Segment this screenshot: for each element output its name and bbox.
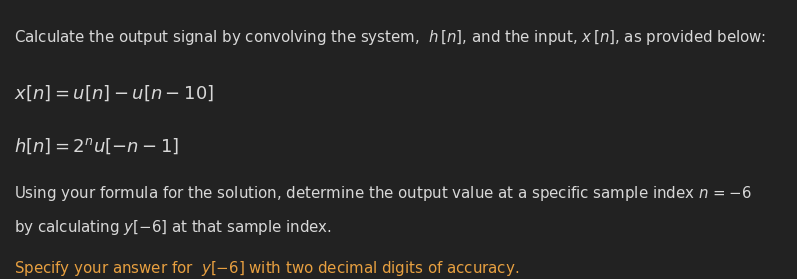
Text: Specify your answer for  $y[-6]$ with two decimal digits of accuracy.: Specify your answer for $y[-6]$ with two… <box>14 259 520 278</box>
Text: $x\left[n\right] = u\left[n\right] - u\left[n - 10\right]$: $x\left[n\right] = u\left[n\right] - u\l… <box>14 84 214 103</box>
Text: Using your formula for the solution, determine the output value at a specific sa: Using your formula for the solution, det… <box>14 184 752 203</box>
Text: by calculating $y[-6]$ at that sample index.: by calculating $y[-6]$ at that sample in… <box>14 218 332 237</box>
Text: $h\left[n\right] = 2^n u\left[-n - 1\right]$: $h\left[n\right] = 2^n u\left[-n - 1\rig… <box>14 137 179 156</box>
Text: Calculate the output signal by convolving the system,  $h\,[n]$, and the input, : Calculate the output signal by convolvin… <box>14 28 767 47</box>
